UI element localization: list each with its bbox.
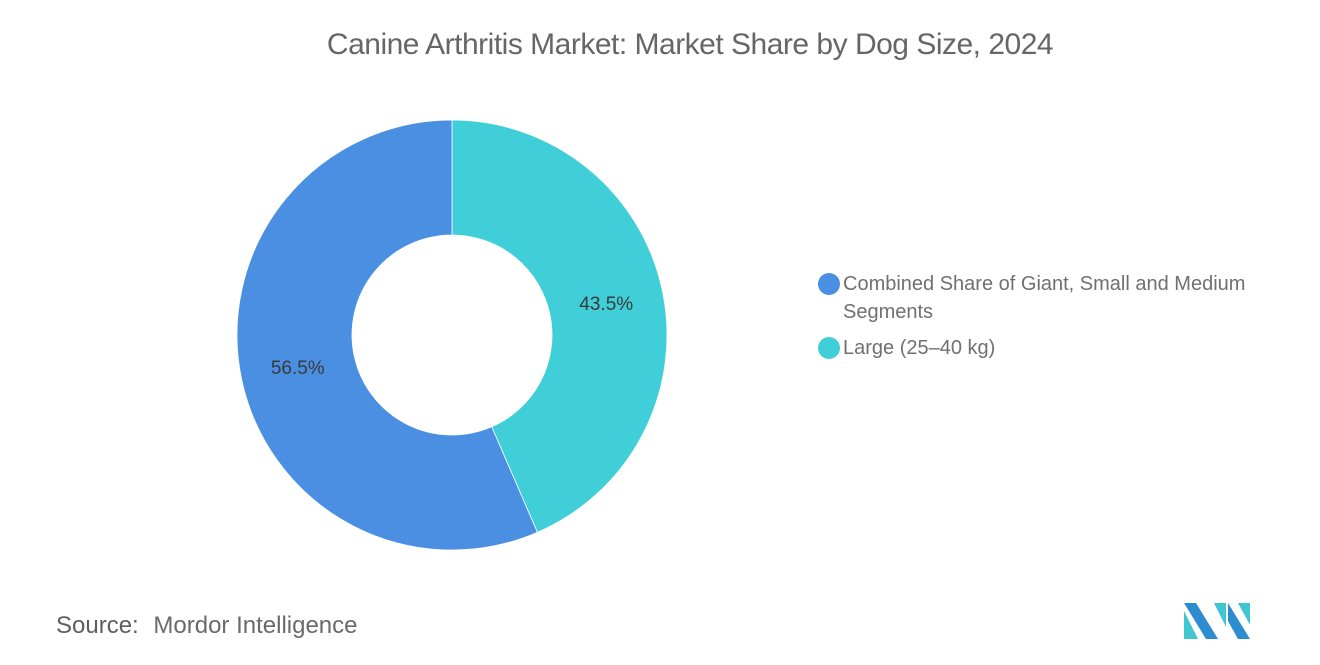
legend-label: Large (25–40 kg) [843, 337, 996, 359]
chart-title: Canine Arthritis Market: Market Share by… [326, 28, 1054, 61]
legend: Combined Share of Giant, Small and Mediu… [818, 270, 1308, 370]
slice-combined [236, 119, 538, 551]
source-value: Mordor Intelligence [153, 612, 358, 639]
slice-large [451, 119, 668, 533]
mordor-logo-icon [1184, 603, 1250, 639]
donut-slices [236, 119, 668, 551]
source-note: Source: Mordor Intelligence [56, 612, 358, 640]
slice-label-large: 43.5% [579, 294, 633, 315]
legend-swatch-icon [818, 273, 840, 295]
legend-item-combined: Combined Share of Giant, Small and Mediu… [818, 270, 1308, 326]
legend-label: Combined Share of Giant, Small and Mediu… [843, 273, 1246, 323]
slice-label-combined: 56.5% [271, 358, 325, 379]
legend-swatch-icon [818, 337, 840, 359]
legend-item-large: Large (25–40 kg) [818, 334, 1308, 362]
source-key: Source: [56, 612, 139, 639]
